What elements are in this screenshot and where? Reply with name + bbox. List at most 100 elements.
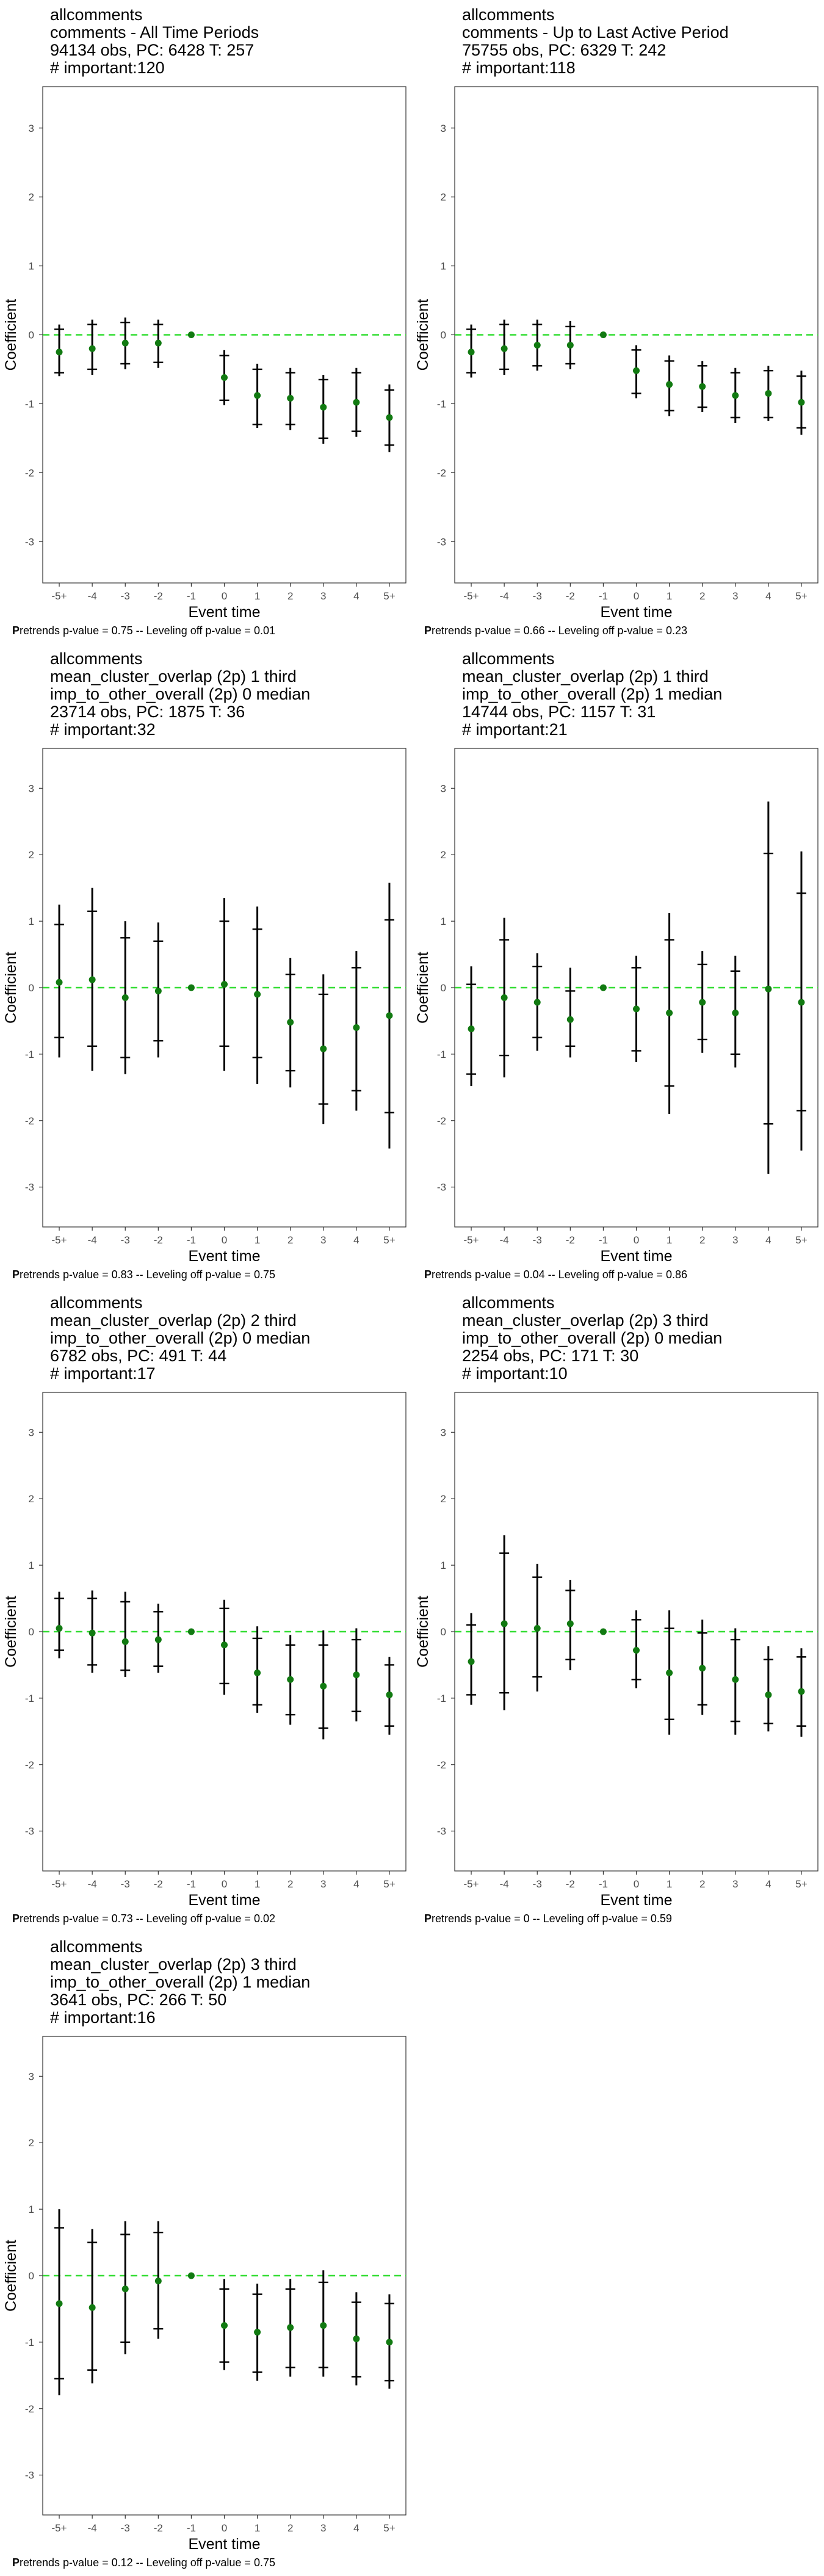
- x-tick-label: 4: [353, 2522, 359, 2534]
- coefficient-point: [798, 999, 805, 1006]
- y-tick-label: 2: [29, 192, 34, 203]
- coefficient-point: [89, 2304, 96, 2311]
- y-tick-label: -1: [25, 1049, 34, 1060]
- y-tick-label: 0: [29, 982, 34, 994]
- y-tick-label: -2: [437, 1759, 446, 1771]
- chart-title: allcomments: [462, 649, 555, 668]
- chart-subtitle-line: imp_to_other_overall (2p) 0 median: [50, 685, 310, 703]
- coefficient-point: [187, 984, 195, 991]
- y-tick-label: 1: [441, 916, 446, 927]
- coefficient-point: [468, 1658, 475, 1665]
- coefficient-point: [501, 1620, 508, 1627]
- y-tick-label: 1: [29, 1560, 34, 1571]
- x-axis-label: Event time: [188, 1248, 260, 1265]
- coefficient-point: [320, 403, 327, 411]
- y-axis-label: Coefficient: [414, 952, 432, 1024]
- coefficient-point: [732, 1676, 739, 1683]
- y-tick-label: 2: [441, 849, 446, 861]
- coefficient-point: [732, 392, 739, 399]
- coefficient-point: [154, 987, 162, 994]
- x-tick-label: 1: [667, 1878, 672, 1890]
- x-tick-label: 3: [320, 1878, 326, 1890]
- y-tick-label: -2: [437, 467, 446, 479]
- chart-subtitle-line: comments - All Time Periods: [50, 23, 259, 42]
- footnote-part: 0.75: [254, 2556, 275, 2569]
- coefficient-point: [699, 383, 706, 390]
- x-tick-label: -1: [187, 590, 196, 602]
- chart-subtitle-line: mean_cluster_overlap (2p) 1 third: [50, 667, 297, 686]
- footnote-part: 0.73: [112, 1912, 133, 1925]
- coefficient-point: [765, 1691, 772, 1698]
- chart-title: allcomments: [462, 5, 555, 24]
- y-tick-label: -3: [437, 1826, 446, 1837]
- footnote-part: retrends p-value =: [432, 1912, 524, 1925]
- footnote-part: -- Leveling off p-value =: [545, 624, 666, 637]
- x-tick-label: -2: [566, 1234, 575, 1246]
- coefficient-point: [798, 399, 805, 406]
- coefficient-point: [187, 2272, 195, 2279]
- x-tick-label: 5+: [795, 590, 807, 602]
- y-tick-label: 3: [441, 1427, 446, 1438]
- x-tick-label: -2: [566, 1878, 575, 1890]
- y-tick-label: -3: [25, 2470, 34, 2481]
- y-tick-label: 1: [29, 261, 34, 272]
- x-tick-label: 5+: [383, 1878, 395, 1890]
- chart-subtitle-line: # important:21: [462, 720, 568, 739]
- chart-subtitle-line: 23714 obs, PC: 1875 T: 36: [50, 703, 245, 721]
- chart-subtitle-line: # important:32: [50, 720, 156, 739]
- y-tick-label: 2: [29, 2137, 34, 2149]
- x-tick-label: -4: [88, 2522, 97, 2534]
- y-tick-label: -3: [25, 536, 34, 548]
- footnote-part: 0.12: [112, 2556, 133, 2569]
- footnote-part: retrends p-value =: [432, 624, 524, 637]
- x-tick-label: 1: [255, 590, 260, 602]
- coefficient-point: [666, 381, 673, 388]
- coefficient-point: [89, 976, 96, 983]
- pvalue-footnote: Pretrends p-value = 0.12 -- Leveling off…: [12, 2556, 275, 2569]
- x-tick-label: -1: [599, 590, 608, 602]
- footnote-part: retrends p-value =: [20, 624, 112, 637]
- footnote-part: 0.02: [254, 1912, 275, 1925]
- x-tick-label: -5+: [52, 1878, 67, 1890]
- y-tick-label: -3: [437, 1182, 446, 1193]
- coefficient-point: [320, 1682, 327, 1690]
- y-tick-label: 2: [29, 849, 34, 861]
- x-tick-label: -2: [566, 590, 575, 602]
- footnote-part: -- Leveling off p-value =: [545, 1268, 666, 1281]
- x-tick-label: 0: [634, 1878, 639, 1890]
- x-tick-label: 4: [765, 1878, 771, 1890]
- coefficient-point: [386, 414, 393, 421]
- chart-subtitle-line: # important:120: [50, 59, 165, 77]
- footnote-part: -- Leveling off p-value =: [133, 1268, 254, 1281]
- x-tick-label: 2: [287, 1878, 293, 1890]
- coefficient-point: [221, 981, 228, 988]
- x-tick-label: -1: [599, 1878, 608, 1890]
- y-tick-label: 0: [441, 330, 446, 341]
- x-tick-label: 2: [699, 590, 705, 602]
- footnote-part: P: [12, 1268, 20, 1281]
- chart-subtitle-line: 2254 obs, PC: 171 T: 30: [462, 1347, 638, 1365]
- y-tick-label: 0: [441, 1626, 446, 1638]
- chart-subtitle-line: imp_to_other_overall (2p) 0 median: [50, 1329, 310, 1347]
- coefficient-point: [765, 389, 772, 397]
- y-tick-label: 0: [29, 2270, 34, 2282]
- y-tick-label: -2: [25, 2403, 34, 2415]
- x-tick-label: 2: [287, 1234, 293, 1246]
- x-tick-label: -5+: [464, 590, 479, 602]
- footnote-part: 0: [524, 1912, 530, 1925]
- coefficient-point: [154, 339, 162, 347]
- coefficient-point: [386, 2339, 393, 2346]
- coefficient-point: [221, 2322, 228, 2329]
- y-tick-label: 1: [29, 916, 34, 927]
- coefficient-point: [56, 979, 63, 986]
- x-tick-label: 3: [320, 590, 326, 602]
- footnote-part: 0.59: [651, 1912, 672, 1925]
- x-tick-label: 2: [699, 1878, 705, 1890]
- chart-panel: allcomments comments - Up to Last Active …: [412, 0, 824, 644]
- y-tick-label: 1: [29, 2204, 34, 2215]
- x-tick-label: -5+: [52, 590, 67, 602]
- chart-subtitle-line: 14744 obs, PC: 1157 T: 31: [462, 703, 656, 721]
- coefficient-point: [599, 1628, 607, 1635]
- x-tick-label: 1: [667, 590, 672, 602]
